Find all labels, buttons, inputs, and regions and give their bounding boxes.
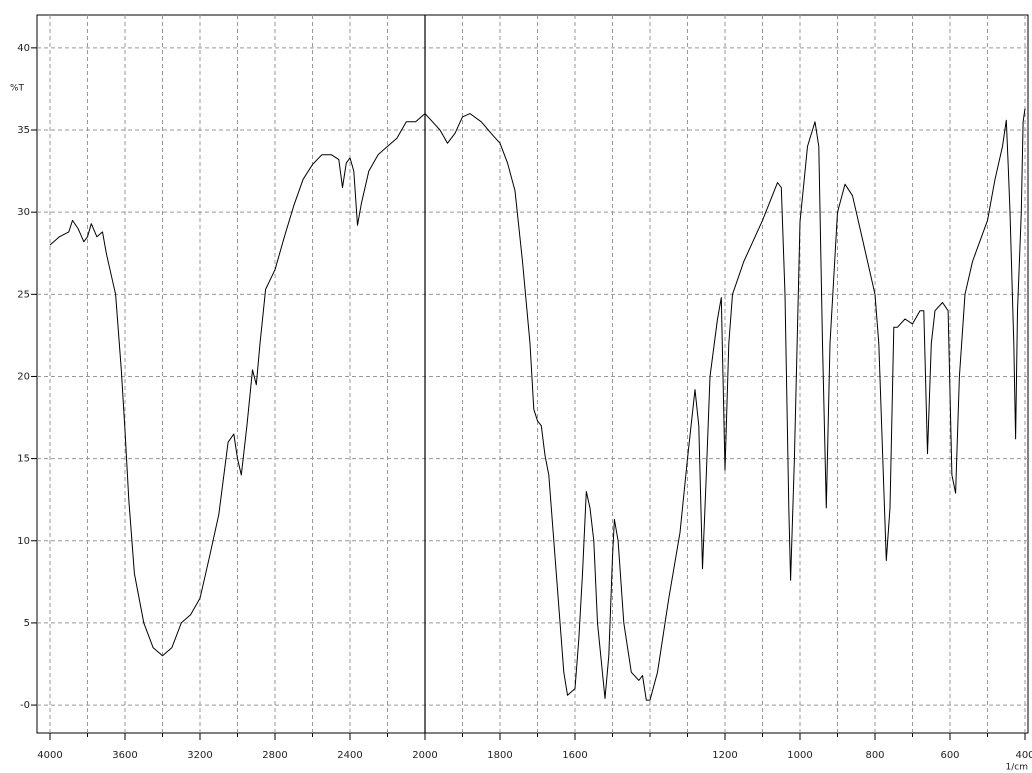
spectrum-line xyxy=(49,108,1026,701)
y-tick-label: 20 xyxy=(17,371,30,382)
y-tick-label: 5 xyxy=(24,618,30,629)
x-tick-label: 3600 xyxy=(112,750,137,761)
x-tick-label: 600 xyxy=(940,750,959,761)
y-tick-label: 30 xyxy=(17,207,30,218)
x-tick-label: 3200 xyxy=(187,750,212,761)
x-tick-label: 1800 xyxy=(487,750,512,761)
x-tick-label: 1600 xyxy=(562,750,587,761)
x-tick-label: 400 xyxy=(1015,750,1032,761)
x-tick-label: 2000 xyxy=(412,750,437,761)
x-tick-label: 2800 xyxy=(262,750,287,761)
x-tick-label: 800 xyxy=(865,750,884,761)
y-tick-label: -0 xyxy=(20,700,30,711)
plot-frame xyxy=(36,14,1029,734)
y-tick-label: 40 xyxy=(17,43,30,54)
x-tick-label: 4000 xyxy=(37,750,62,761)
x-tick-label: 1200 xyxy=(712,750,737,761)
x-tick-label: 1000 xyxy=(787,750,812,761)
y-tick-label: 35 xyxy=(17,125,30,136)
x-axis-label: 1/cm xyxy=(1006,763,1028,773)
y-tick-label: 25 xyxy=(17,289,30,300)
y-axis-label: %T xyxy=(10,84,25,94)
y-tick-label: 10 xyxy=(17,536,30,547)
x-tick-label: 2400 xyxy=(337,750,362,761)
y-tick-label: 15 xyxy=(17,454,30,465)
